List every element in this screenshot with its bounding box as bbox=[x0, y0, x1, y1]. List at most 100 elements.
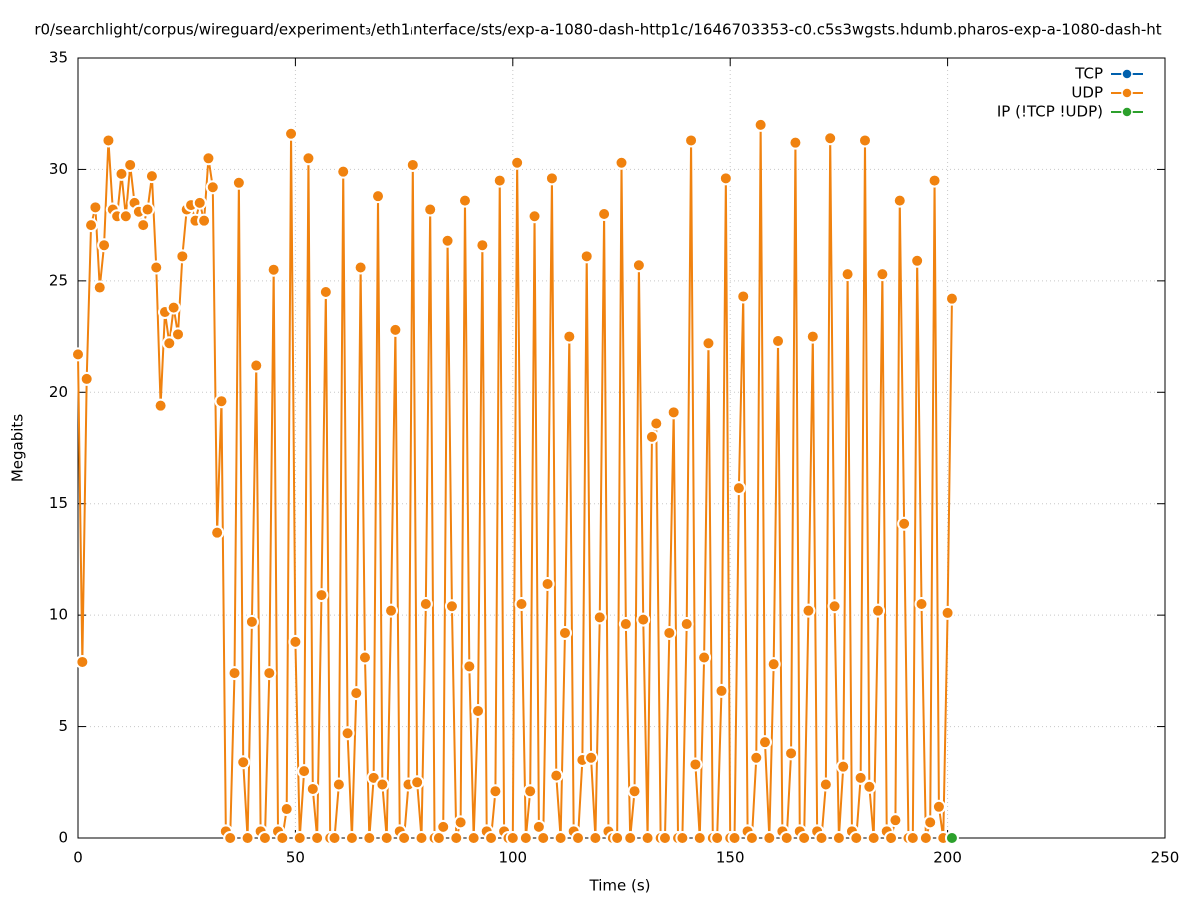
data-point bbox=[631, 258, 646, 273]
data-point bbox=[144, 169, 159, 184]
chart-title: r0/searchlight/corpus/wireguard/experime… bbox=[34, 21, 1161, 39]
data-point bbox=[349, 686, 364, 701]
data-point bbox=[88, 200, 103, 215]
legend-label: IP (!TCP !UDP) bbox=[997, 103, 1103, 121]
data-point bbox=[353, 260, 368, 275]
data-point bbox=[805, 329, 820, 344]
data-point bbox=[97, 238, 112, 253]
data-point bbox=[492, 173, 507, 188]
data-point bbox=[692, 831, 707, 845]
data-point bbox=[666, 405, 681, 420]
data-point bbox=[388, 322, 403, 337]
data-point bbox=[849, 831, 864, 845]
data-point bbox=[875, 267, 890, 282]
data-point bbox=[744, 831, 759, 845]
data-point bbox=[884, 831, 899, 845]
data-point bbox=[371, 189, 386, 204]
data-point bbox=[588, 831, 603, 845]
y-tick-label: 30 bbox=[49, 160, 68, 178]
data-point bbox=[336, 164, 351, 179]
data-point bbox=[514, 597, 529, 611]
data-point bbox=[244, 614, 259, 629]
data-point bbox=[266, 262, 281, 277]
data-point bbox=[536, 831, 551, 845]
data-point bbox=[284, 126, 299, 141]
data-point bbox=[818, 777, 833, 792]
data-point bbox=[453, 815, 468, 830]
data-point bbox=[344, 831, 359, 845]
data-point bbox=[897, 516, 912, 531]
series-line bbox=[77, 124, 953, 842]
data-point bbox=[510, 155, 525, 170]
data-point bbox=[362, 831, 377, 845]
data-point bbox=[118, 209, 133, 224]
data-point bbox=[214, 394, 229, 409]
data-point bbox=[888, 813, 903, 828]
data-point bbox=[136, 218, 151, 233]
data-point bbox=[379, 831, 394, 845]
data-point bbox=[797, 831, 812, 845]
data-point bbox=[927, 173, 942, 188]
data-point bbox=[871, 603, 886, 618]
data-point bbox=[944, 831, 959, 845]
data-point bbox=[318, 285, 333, 299]
data-point bbox=[584, 750, 599, 765]
data-point bbox=[462, 659, 477, 674]
data-point bbox=[262, 666, 277, 681]
data-point bbox=[292, 831, 307, 845]
legend-label: UDP bbox=[1071, 84, 1103, 102]
data-point bbox=[92, 280, 107, 295]
data-point bbox=[79, 371, 94, 386]
data-point bbox=[831, 831, 846, 845]
data-point bbox=[71, 347, 85, 362]
legend-label: TCP bbox=[1074, 65, 1103, 83]
data-point bbox=[710, 831, 725, 845]
data-point bbox=[914, 597, 929, 611]
data-point bbox=[205, 180, 220, 195]
data-point bbox=[553, 831, 568, 845]
data-point bbox=[101, 133, 116, 148]
data-point bbox=[375, 777, 390, 792]
data-point bbox=[457, 193, 472, 208]
data-point bbox=[314, 588, 329, 603]
data-point bbox=[784, 746, 799, 761]
data-point bbox=[475, 238, 490, 253]
data-point bbox=[736, 289, 751, 304]
data-point bbox=[201, 151, 216, 166]
data-point bbox=[801, 603, 816, 618]
y-tick-label: 20 bbox=[49, 383, 68, 401]
data-point bbox=[627, 784, 642, 799]
data-point bbox=[357, 650, 372, 665]
data-point bbox=[618, 617, 633, 632]
data-point bbox=[714, 683, 729, 698]
data-point bbox=[305, 781, 320, 796]
data-point bbox=[644, 429, 659, 444]
data-point bbox=[210, 525, 225, 540]
x-axis-label: Time (s) bbox=[589, 877, 651, 895]
data-point bbox=[471, 703, 486, 718]
data-point bbox=[327, 831, 342, 845]
data-point bbox=[257, 831, 272, 845]
data-point bbox=[331, 777, 346, 792]
x-tick-label: 250 bbox=[1151, 849, 1180, 867]
data-point bbox=[240, 831, 255, 845]
data-point bbox=[418, 597, 433, 611]
data-point bbox=[540, 576, 555, 591]
data-point bbox=[814, 831, 829, 845]
data-point bbox=[527, 209, 542, 224]
data-point bbox=[223, 831, 238, 845]
data-point bbox=[892, 193, 907, 208]
data-point bbox=[923, 815, 938, 830]
data-point bbox=[779, 831, 794, 845]
data-point bbox=[397, 831, 412, 845]
data-point bbox=[236, 755, 251, 770]
data-point bbox=[940, 605, 955, 620]
x-tick-label: 150 bbox=[716, 849, 745, 867]
data-point bbox=[288, 634, 303, 649]
data-point bbox=[931, 799, 946, 814]
data-point bbox=[766, 657, 781, 672]
data-point bbox=[488, 784, 503, 799]
data-point bbox=[731, 481, 746, 496]
data-point bbox=[727, 831, 742, 845]
